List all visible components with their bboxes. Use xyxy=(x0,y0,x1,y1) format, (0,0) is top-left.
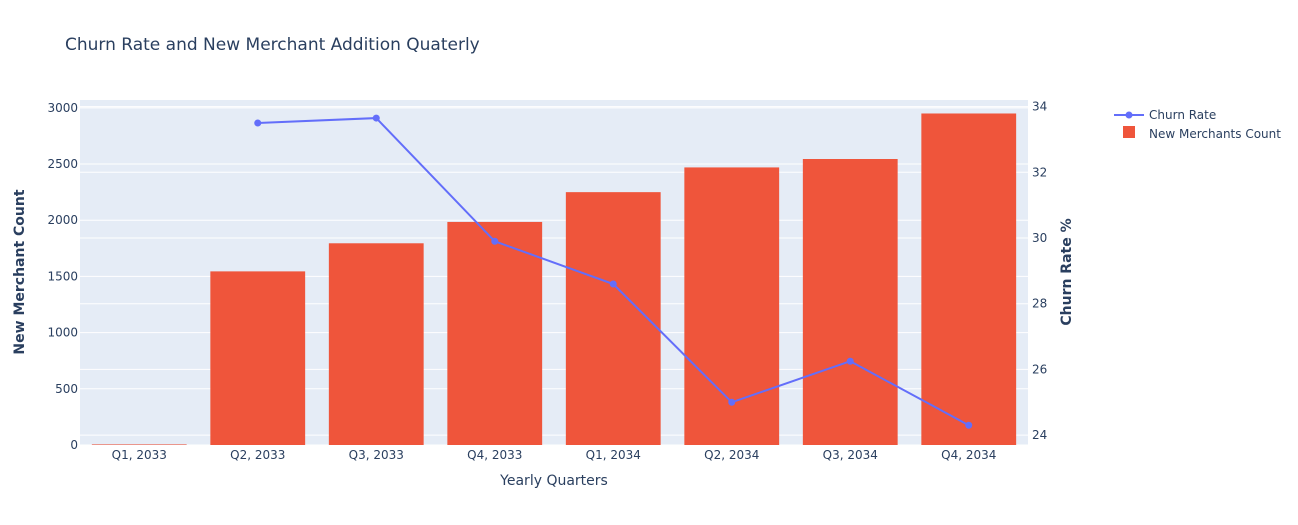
y2-tick-label: 26 xyxy=(1032,362,1047,376)
y-tick-label: 500 xyxy=(55,382,78,396)
y2-tick-labels: 24 26 28 30 32 34 xyxy=(1032,100,1047,443)
line-series xyxy=(254,114,973,429)
y2-tick-label: 32 xyxy=(1032,165,1047,179)
churn-rate-point[interactable] xyxy=(491,237,499,245)
chart-title: Churn Rate and New Merchant Addition Qua… xyxy=(65,35,480,55)
x-axis-title: Yearly Quarters xyxy=(499,473,608,489)
x-tick-label: Q4, 2034 xyxy=(941,448,996,462)
x-tick-label: Q4, 2033 xyxy=(467,448,522,462)
y-axis-title: New Merchant Count xyxy=(12,189,28,354)
bar[interactable] xyxy=(565,192,661,445)
x-tick-label: Q1, 2033 xyxy=(112,448,167,462)
bar-series xyxy=(91,113,1017,446)
y-tick-label: 2000 xyxy=(47,213,78,227)
x-tick-label: Q2, 2033 xyxy=(230,448,285,462)
churn-rate-point[interactable] xyxy=(965,421,973,429)
bar[interactable] xyxy=(328,243,424,445)
x-tick-label: Q3, 2033 xyxy=(349,448,404,462)
legend-bar-swatch xyxy=(1123,126,1135,138)
churn-rate-point[interactable] xyxy=(846,357,854,365)
legend-item-churn-rate[interactable]: Churn Rate xyxy=(1114,108,1216,122)
churn-rate-point[interactable] xyxy=(609,280,617,288)
y-tick-label: 1000 xyxy=(47,326,78,340)
bar[interactable] xyxy=(684,167,780,446)
y-tick-label: 1500 xyxy=(47,269,78,283)
y2-tick-label: 34 xyxy=(1032,100,1047,114)
x-tick-label: Q2, 2034 xyxy=(704,448,759,462)
legend-item-new-merchants-count[interactable]: New Merchants Count xyxy=(1123,126,1281,141)
x-tick-label: Q3, 2034 xyxy=(823,448,878,462)
y-tick-labels: 0 500 1000 1500 2000 2500 3000 xyxy=(47,101,78,452)
y-tick-label: 3000 xyxy=(47,101,78,115)
churn-rate-point[interactable] xyxy=(728,398,736,406)
y-tick-label: 0 xyxy=(70,438,78,452)
bar[interactable] xyxy=(802,158,898,446)
x-tick-labels: Q1, 2033 Q2, 2033 Q3, 2033 Q4, 2033 Q1, 2034… xyxy=(112,448,997,462)
bar[interactable] xyxy=(91,444,187,445)
legend-marker-swatch xyxy=(1125,111,1133,119)
legend[interactable]: Churn Rate New Merchants Count xyxy=(1114,108,1281,141)
legend-label-new-merchants-count: New Merchants Count xyxy=(1149,127,1281,141)
y2-axis-title: Churn Rate % xyxy=(1059,218,1075,325)
y2-tick-label: 30 xyxy=(1032,231,1047,245)
bar[interactable] xyxy=(210,271,306,445)
x-tick-label: Q1, 2034 xyxy=(586,448,641,462)
bar[interactable] xyxy=(447,221,543,445)
y2-tick-label: 28 xyxy=(1032,297,1047,311)
y-tick-label: 2500 xyxy=(47,157,78,171)
y2-tick-label: 24 xyxy=(1032,428,1047,442)
churn-rate-point[interactable] xyxy=(254,119,262,127)
churn-rate-point[interactable] xyxy=(372,114,380,122)
legend-label-churn-rate: Churn Rate xyxy=(1149,108,1216,122)
bar[interactable] xyxy=(921,113,1017,445)
